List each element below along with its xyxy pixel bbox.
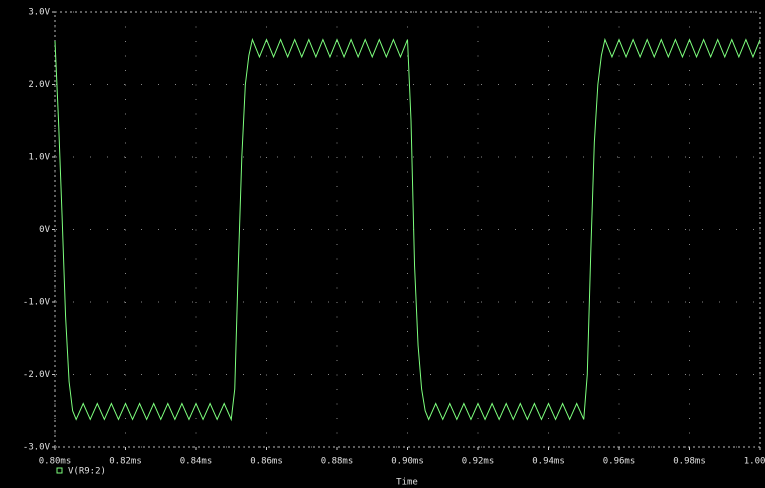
x-tick-label: 0.84ms <box>180 457 213 467</box>
y-tick-label: -2.0V <box>23 370 51 380</box>
legend-label: V(R9:2) <box>68 467 106 477</box>
y-tick-label: 3.0V <box>28 8 50 18</box>
x-tick-label: 0.86ms <box>250 457 283 467</box>
x-tick-label: 0.98ms <box>673 457 706 467</box>
legend-symbol <box>56 467 63 474</box>
x-tick-label: 0.80ms <box>39 457 72 467</box>
x-tick-label: 0.88ms <box>321 457 354 467</box>
x-tick-label: 0.82ms <box>109 457 142 467</box>
x-tick-label: 1.00ms <box>744 457 765 467</box>
y-tick-label: 0V <box>39 225 50 235</box>
y-tick-label: -1.0V <box>23 298 51 308</box>
x-tick-label: 0.96ms <box>603 457 636 467</box>
x-tick-label: 0.92ms <box>462 457 495 467</box>
y-tick-label: -3.0V <box>23 443 51 453</box>
y-tick-label: 2.0V <box>28 80 50 90</box>
x-axis-label: Time <box>396 478 418 488</box>
x-tick-label: 0.94ms <box>532 457 565 467</box>
y-tick-label: 1.0V <box>28 153 50 163</box>
x-tick-label: 0.90ms <box>391 457 424 467</box>
series-line <box>54 37 761 422</box>
